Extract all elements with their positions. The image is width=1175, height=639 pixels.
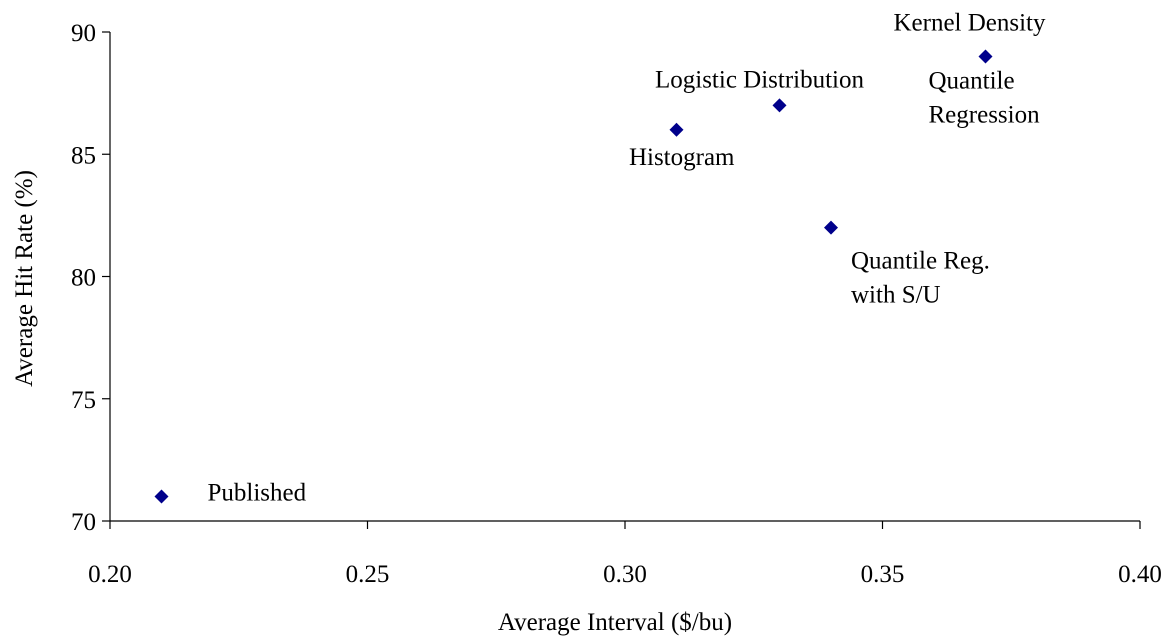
data-point-marker (824, 220, 838, 235)
x-tick-label: 0.20 (88, 561, 132, 588)
data-point-label-line: Logistic Distribution (655, 66, 865, 93)
data-point-label: Quantile Regression (929, 67, 1041, 128)
x-tick-label: 0.35 (861, 561, 905, 588)
data-point-label-line: Histogram (629, 144, 735, 171)
x-tick-label: 0.40 (1118, 561, 1162, 588)
y-axis-label: Average Hit Rate (%) (11, 170, 38, 387)
data-point-label: Histogram (629, 144, 735, 171)
data-point-label-line: Quantile (929, 67, 1015, 94)
data-point-label-line: Published (208, 480, 307, 507)
x-tick-label: 0.30 (603, 561, 647, 588)
point-labels: Published Histogram Logistic Distribution Q… (208, 9, 1047, 506)
data-point-label-line: Quantile Reg. (851, 248, 990, 275)
data-point-marker (978, 49, 993, 64)
y-axis: 70 75 80 85 90 (71, 20, 111, 536)
y-tick-label: 75 (71, 387, 96, 414)
x-axis: 0.20 0.25 0.30 0.35 0.40 (88, 520, 1162, 588)
data-point-label-line: Regression (929, 101, 1041, 128)
x-axis-label: Average Interval ($/bu) (498, 609, 732, 636)
data-point-label: Quantile Reg. with S/U (851, 248, 990, 309)
y-tick-label: 85 (71, 142, 96, 169)
data-point-label: Published (208, 480, 307, 507)
x-tick-label: 0.25 (346, 561, 390, 588)
data-point-label: Kernel Density (893, 9, 1046, 36)
data-point-label-line: with S/U (851, 282, 941, 309)
data-points (154, 49, 993, 504)
data-point-marker (154, 489, 169, 504)
data-point-label: Logistic Distribution (655, 66, 865, 93)
y-tick-label: 90 (71, 20, 96, 47)
y-tick-label: 80 (71, 265, 96, 292)
data-point-label-line: Kernel Density (893, 9, 1046, 36)
data-point-marker (669, 122, 684, 137)
data-point-marker (772, 98, 787, 113)
y-tick-label: 70 (71, 509, 96, 536)
